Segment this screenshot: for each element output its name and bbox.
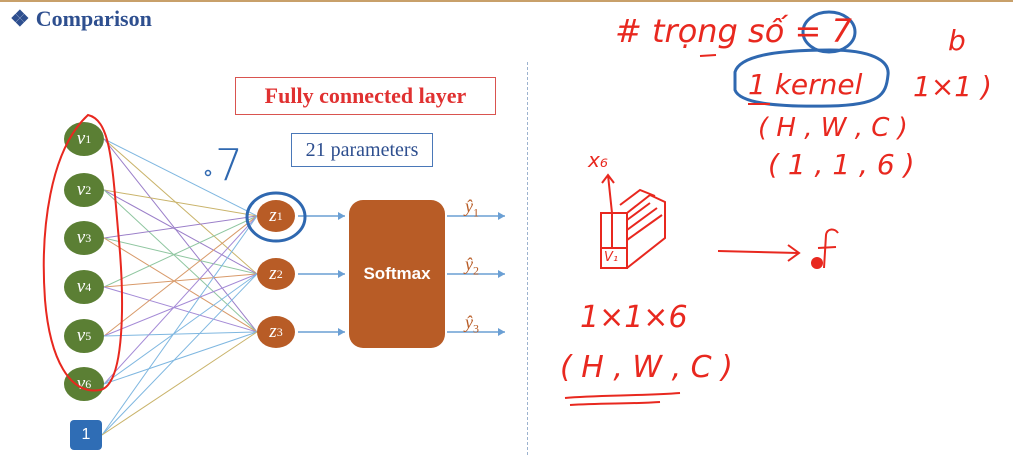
trong-so-underline bbox=[699, 54, 717, 57]
ink-1x1x6: 1×1×6 bbox=[580, 300, 688, 335]
ink-b: b bbox=[948, 24, 966, 57]
softmax-to-output-arrow-head bbox=[498, 270, 505, 278]
section-divider bbox=[527, 62, 528, 455]
ink-seven-left: 7 bbox=[215, 140, 243, 191]
page-title: ❖ Comparison bbox=[10, 6, 152, 32]
hwc-underline-1 bbox=[564, 392, 681, 399]
hidden-to-softmax-arrow-head bbox=[338, 270, 345, 278]
ink-dot bbox=[204, 169, 212, 177]
z1-highlight-circle bbox=[245, 191, 307, 243]
connection-line bbox=[101, 331, 258, 436]
output-label-y2: ŷ2 bbox=[465, 254, 479, 278]
connection-line bbox=[103, 215, 258, 239]
ink-x6: x₆ bbox=[588, 148, 608, 172]
hidden-to-softmax-arrow-head bbox=[338, 328, 345, 336]
softmax-to-output-arrow-head bbox=[498, 212, 505, 220]
connection-line bbox=[103, 215, 258, 288]
connection-line bbox=[103, 215, 258, 337]
parameter-count-label: 21 parameters bbox=[291, 133, 433, 167]
connection-line bbox=[103, 189, 258, 217]
connection-line bbox=[101, 215, 258, 436]
connection-line bbox=[103, 237, 258, 333]
kernel-highlight-box bbox=[733, 48, 890, 108]
connection-line bbox=[103, 237, 258, 275]
ink-hwc-top: ( H , W , C ) bbox=[758, 113, 908, 143]
connection-line bbox=[103, 138, 258, 217]
ink-one-kernel: 1 kernel bbox=[748, 68, 863, 101]
ink-v1: V₁ bbox=[604, 250, 619, 265]
output-label-y3: ŷ3 bbox=[465, 312, 479, 336]
bias-node: 1 bbox=[70, 420, 102, 450]
connection-line bbox=[103, 215, 258, 385]
connection-line bbox=[103, 273, 258, 337]
title-text: Comparison bbox=[35, 6, 152, 31]
hidden-to-softmax-arrow-head bbox=[338, 212, 345, 220]
softmax-to-output-arrow-head bbox=[498, 328, 505, 336]
connection-line bbox=[101, 273, 258, 436]
connection-line bbox=[103, 286, 258, 333]
connection-line bbox=[103, 331, 258, 337]
seven-highlight-circle bbox=[801, 10, 857, 54]
connection-line bbox=[103, 331, 258, 385]
fully-connected-title: Fully connected layer bbox=[235, 77, 496, 115]
connection-line bbox=[103, 273, 258, 385]
hwc-underline-2 bbox=[569, 401, 661, 406]
filled-dot bbox=[811, 257, 823, 269]
output-label-y1: ŷ1 bbox=[465, 196, 479, 220]
top-border bbox=[0, 0, 1013, 2]
connection-line bbox=[103, 189, 258, 275]
connection-line bbox=[103, 189, 258, 333]
ink-one-one-six: ( 1 , 1 , 6 ) bbox=[768, 148, 915, 181]
input-highlight-ellipse bbox=[42, 113, 124, 392]
right-arrow bbox=[717, 244, 801, 262]
ink-one-by-one: 1×1 ) bbox=[913, 70, 992, 103]
connection-line bbox=[103, 273, 258, 288]
ink-trong-so: # trọng số = 7 bbox=[615, 12, 852, 50]
softmax-block: Softmax bbox=[349, 200, 445, 348]
ink-hwc-bottom: ( H , W , C ) bbox=[560, 350, 733, 385]
diamond-bullet-icon: ❖ bbox=[10, 6, 30, 31]
cube-sketch bbox=[600, 173, 666, 269]
f-sketch bbox=[817, 228, 839, 269]
